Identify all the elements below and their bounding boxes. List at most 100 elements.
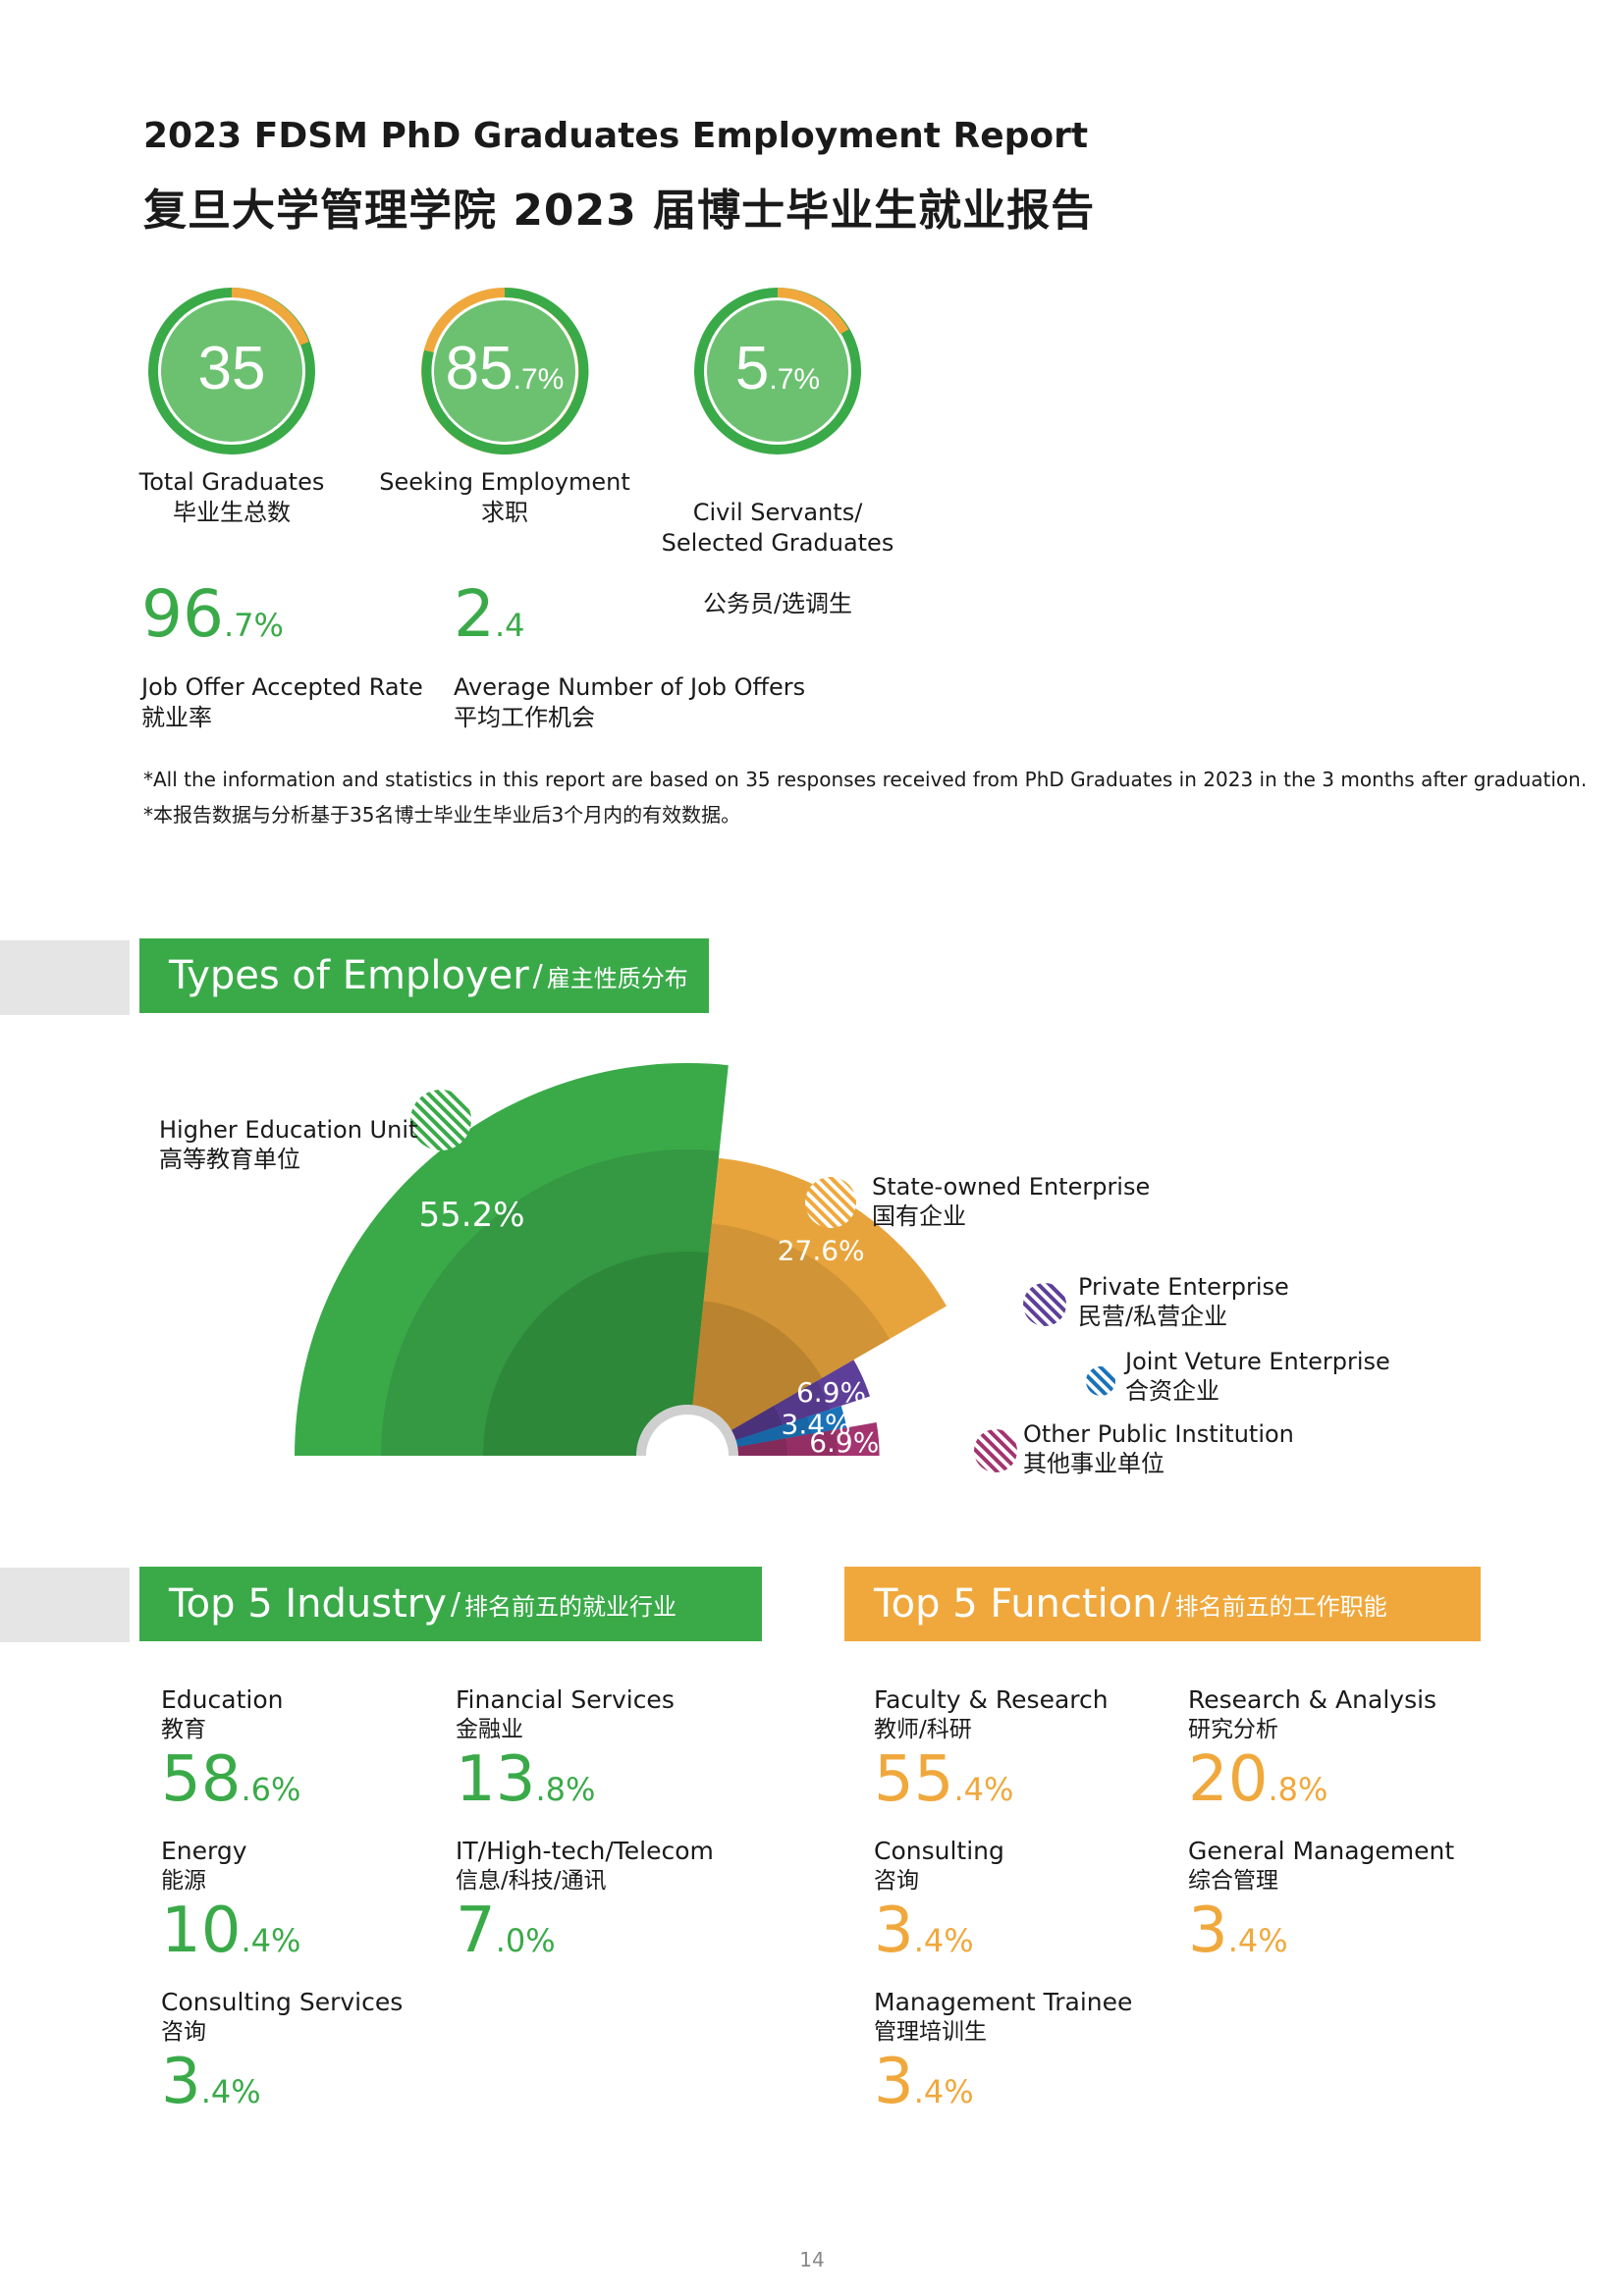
kpi-value: 5 bbox=[735, 335, 769, 402]
chart-slice-label: 55.2% bbox=[419, 1196, 525, 1235]
chart-slice-band bbox=[692, 1301, 823, 1430]
chart-slice-band bbox=[731, 1406, 783, 1440]
footnote-en: *All the information and statistics in t… bbox=[143, 768, 1588, 791]
industry-value-dec: .4% bbox=[241, 1922, 301, 1959]
industry-label-cn: 教育 bbox=[161, 1717, 206, 1742]
legend-other-public: Other Public Institution 其他事业单位 bbox=[1023, 1419, 1294, 1478]
stat-label-en: Job Offer Accepted Rate bbox=[141, 673, 423, 701]
legend-label-en: State-owned Enterprise bbox=[872, 1173, 1151, 1201]
function-label-en: Faculty & Research bbox=[874, 1685, 1109, 1714]
legend-label-cn: 国有企业 bbox=[872, 1202, 966, 1230]
chart-slice-band bbox=[737, 1438, 787, 1456]
industry-section-banner: Top 5 Industry / 排名前五的就业行业 bbox=[139, 1567, 762, 1641]
section-tab-decoration bbox=[0, 1568, 130, 1642]
section-title-en: Top 5 Industry bbox=[169, 1581, 447, 1627]
industry-item: IT/High-tech/Telecom 信息/科技/通讯 7.0% bbox=[456, 1836, 714, 1978]
industry-label-en: Energy bbox=[161, 1837, 247, 1865]
function-value-dec: .4% bbox=[913, 2073, 974, 2110]
kpi-label-en: Total Graduates bbox=[138, 468, 325, 496]
function-item: General Management 综合管理 3.4% bbox=[1188, 1836, 1454, 1978]
function-section-banner: Top 5 Function / 排名前五的工作职能 bbox=[844, 1567, 1481, 1641]
function-label-en: Consulting bbox=[874, 1837, 1004, 1865]
kpi-label-en: Civil Servants/ Selected Graduates bbox=[661, 499, 894, 557]
kpi-value: 35 bbox=[198, 335, 266, 402]
industry-value-int: 7 bbox=[456, 1895, 496, 1967]
industry-label-en: Consulting Services bbox=[161, 1988, 404, 2016]
industry-item: Education 教育 58.6% bbox=[161, 1684, 300, 1827]
kpi-label-en: Seeking Employment bbox=[379, 468, 630, 496]
industry-value-dec: .6% bbox=[241, 1771, 301, 1808]
industry-item: Consulting Services 咨询 3.4% bbox=[161, 1987, 403, 2129]
kpi-suffix: .7% bbox=[769, 363, 820, 396]
chart-slice-label: 3.4% bbox=[782, 1408, 851, 1440]
stat-int: 96 bbox=[141, 576, 224, 652]
stat-label-cn: 就业率 bbox=[141, 704, 212, 731]
section-title-cn: 排名前五的就业行业 bbox=[464, 1592, 677, 1621]
industry-label-cn: 能源 bbox=[161, 1868, 206, 1894]
industry-label-en: IT/High-tech/Telecom bbox=[456, 1837, 714, 1865]
svg-text:85.7%: 85.7% bbox=[446, 335, 565, 402]
chart-slice-label: 27.6% bbox=[778, 1234, 865, 1266]
kpi-label-cn: 公务员/选调生 bbox=[702, 590, 853, 617]
legend-label-cn: 合资企业 bbox=[1125, 1377, 1219, 1405]
legend-hatch-icon-higher-edu bbox=[410, 1090, 471, 1150]
industry-value-int: 13 bbox=[456, 1743, 536, 1816]
industry-value-int: 10 bbox=[161, 1895, 242, 1967]
function-value-int: 20 bbox=[1188, 1743, 1269, 1816]
industry-label-cn: 信息/科技/通讯 bbox=[456, 1868, 607, 1894]
kpi-ring-total: 35 bbox=[148, 288, 315, 454]
stat-int: 2 bbox=[454, 576, 495, 652]
industry-value-dec: .8% bbox=[535, 1771, 596, 1808]
function-value-int: 3 bbox=[1188, 1895, 1228, 1967]
industry-value-int: 58 bbox=[161, 1743, 242, 1816]
chart-slice-band bbox=[735, 1416, 812, 1447]
industry-item: Financial Services 金融业 13.8% bbox=[456, 1684, 675, 1827]
kpi-label-cn: 毕业生总数 bbox=[173, 499, 291, 526]
stat-dec: .7% bbox=[223, 607, 284, 644]
industry-value-dec: .4% bbox=[200, 2073, 261, 2110]
legend-hatch-icon-joint-venture bbox=[1086, 1366, 1115, 1396]
function-label-en: Management Trainee bbox=[874, 1988, 1133, 2016]
legend-private-enterprise: Private Enterprise 民营/私营企业 bbox=[1078, 1272, 1289, 1331]
function-label-cn: 咨询 bbox=[874, 1868, 919, 1894]
function-label-en: Research & Analysis bbox=[1188, 1685, 1437, 1714]
kpi-ring-seeking: 85.7% bbox=[421, 287, 589, 454]
function-value-dec: .4% bbox=[953, 1771, 1014, 1808]
section-title-en: Types of Employer bbox=[169, 953, 529, 998]
legend-label-en: Private Enterprise bbox=[1078, 1273, 1289, 1301]
legend-state-owned: State-owned Enterprise 国有企业 bbox=[872, 1172, 1150, 1231]
function-value-int: 3 bbox=[874, 1895, 914, 1967]
industry-value-dec: .0% bbox=[495, 1922, 556, 1959]
function-value-dec: .4% bbox=[1227, 1922, 1288, 1959]
chart-baseline-mask bbox=[589, 1456, 884, 1515]
legend-hatch-icon-private bbox=[1023, 1283, 1066, 1326]
industry-label-en: Education bbox=[161, 1685, 284, 1714]
section-tab-decoration bbox=[0, 940, 130, 1015]
function-item: Management Trainee 管理培训生 3.4% bbox=[874, 1987, 1132, 2129]
section-title-cn: 雇主性质分布 bbox=[546, 964, 688, 992]
legend-hatch-icon-other-public bbox=[974, 1429, 1017, 1472]
industry-value-int: 3 bbox=[161, 2046, 201, 2118]
function-label-cn: 教师/科研 bbox=[874, 1717, 972, 1742]
legend-hatch-icon-state-owned bbox=[805, 1177, 856, 1228]
stat-avg-offers: 2.4 Average Number of Job Offers 平均工作机会 bbox=[454, 579, 805, 733]
function-item: Consulting 咨询 3.4% bbox=[874, 1836, 1004, 1978]
legend-label-cn: 高等教育单位 bbox=[159, 1146, 300, 1173]
industry-item: Energy 能源 10.4% bbox=[161, 1836, 300, 1978]
function-label-en: General Management bbox=[1188, 1837, 1455, 1865]
stat-dec: .4 bbox=[495, 607, 525, 644]
kpi-label-cn: 求职 bbox=[481, 499, 528, 526]
legend-label-cn: 其他事业单位 bbox=[1023, 1450, 1164, 1477]
legend-label-cn: 民营/私营企业 bbox=[1078, 1303, 1228, 1330]
industry-label-cn: 咨询 bbox=[161, 2019, 206, 2045]
legend-label-en: Joint Veture Enterprise bbox=[1125, 1348, 1390, 1375]
kpi-value: 85 bbox=[446, 335, 514, 402]
function-label-cn: 管理培训生 bbox=[874, 2019, 987, 2045]
industry-label-cn: 金融业 bbox=[456, 1717, 523, 1742]
section-title-en: Top 5 Function bbox=[874, 1581, 1158, 1627]
legend-higher-education: Higher Education Unit 高等教育单位 bbox=[159, 1115, 417, 1174]
function-value-dec: .8% bbox=[1268, 1771, 1328, 1808]
section-title-cn: 排名前五的工作职能 bbox=[1174, 1592, 1387, 1621]
legend-label-en: Higher Education Unit bbox=[159, 1116, 418, 1144]
industry-label-en: Financial Services bbox=[456, 1685, 675, 1714]
